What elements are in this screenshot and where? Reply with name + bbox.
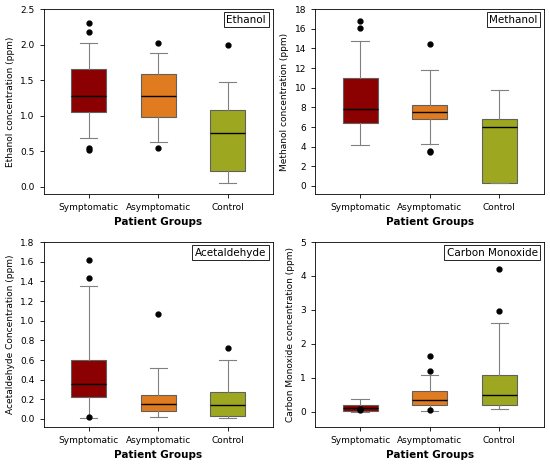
Text: Carbon Monoxide: Carbon Monoxide [447,247,537,258]
PathPatch shape [412,391,447,405]
PathPatch shape [141,396,175,411]
Text: Ethanol: Ethanol [227,14,266,25]
X-axis label: Patient Groups: Patient Groups [114,218,202,227]
PathPatch shape [343,78,377,123]
PathPatch shape [211,392,245,416]
X-axis label: Patient Groups: Patient Groups [114,451,202,460]
PathPatch shape [482,375,516,405]
X-axis label: Patient Groups: Patient Groups [386,218,474,227]
PathPatch shape [72,69,106,112]
PathPatch shape [343,405,377,411]
PathPatch shape [211,110,245,171]
PathPatch shape [482,119,516,183]
Y-axis label: Ethanol concentration (ppm): Ethanol concentration (ppm) [6,36,14,167]
Y-axis label: Methanol concentration (ppm): Methanol concentration (ppm) [280,33,289,171]
Y-axis label: Acetaldehyde Concentration (ppm): Acetaldehyde Concentration (ppm) [6,255,14,414]
Text: Acetaldehyde: Acetaldehyde [195,247,266,258]
PathPatch shape [141,75,175,117]
Text: Methanol: Methanol [489,14,537,25]
Y-axis label: Carbon Monoxide concentration (ppm): Carbon Monoxide concentration (ppm) [285,247,295,422]
X-axis label: Patient Groups: Patient Groups [386,451,474,460]
PathPatch shape [72,360,106,397]
PathPatch shape [412,105,447,119]
